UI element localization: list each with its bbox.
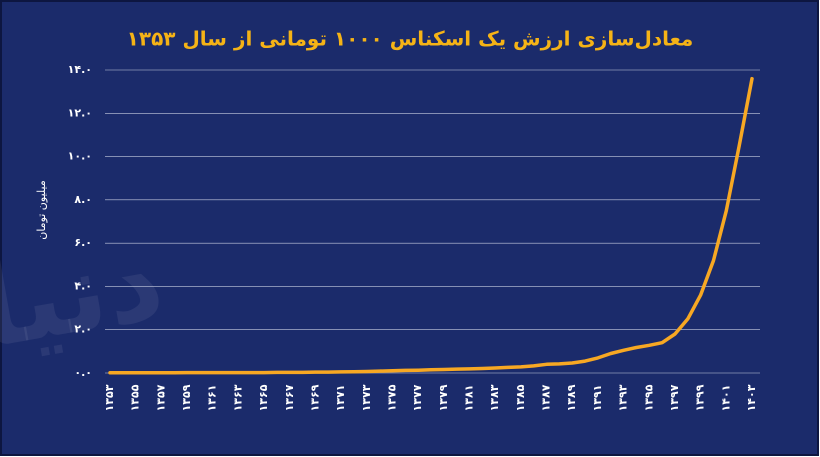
x-tick-label: ۱۳۶۷	[283, 384, 296, 411]
x-tick-label: ۱۳۸۳	[488, 384, 501, 411]
x-tick-label: ۱۳۸۷	[540, 384, 553, 411]
x-tick-label: ۱۳۷۷	[411, 384, 424, 411]
x-tick-label: ۱۳۷۱	[334, 385, 347, 412]
x-tick-label: ۱۳۷۳	[360, 384, 373, 411]
x-tick-label: ۱۳۶۳	[231, 384, 244, 411]
x-tick-label: ۱۳۵۵	[129, 384, 142, 411]
y-axis-label: میلیون تومان	[35, 180, 48, 240]
y-tick-label: ۸.۰	[74, 193, 92, 206]
x-tick-label: ۱۳۶۱	[206, 385, 219, 412]
x-tick-label: ۱۳۸۹	[565, 384, 578, 411]
x-tick-label: ۱۳۸۱	[463, 385, 476, 412]
x-tick-label: ۱۳۶۵	[257, 384, 270, 411]
x-tick-label: ۱۳۵۹	[180, 384, 193, 411]
x-tick-label: ۱۳۹۷	[668, 384, 681, 411]
y-tick-label: ۱۴.۰	[68, 63, 92, 76]
chart-title: معادل‌سازی ارزش یک اسکناس ۱۰۰۰ تومانی از…	[127, 27, 694, 51]
x-tick-label: ۱۴۰۱	[719, 385, 732, 412]
y-tick-label: ۱۰.۰	[68, 150, 92, 163]
x-tick-label: ۱۳۵۳	[103, 384, 116, 411]
x-tick-label: ۱۳۹۱	[591, 385, 604, 412]
x-tick-label: ۱۴۰۳	[745, 384, 758, 411]
y-tick-label: ۲.۰	[74, 323, 92, 336]
y-tick-label: ۴.۰	[74, 279, 92, 292]
y-tick-label: ۰.۰	[74, 366, 92, 379]
x-tick-label: ۱۳۷۵	[385, 384, 398, 411]
x-tick-label: ۱۳۹۹	[694, 384, 707, 411]
x-tick-label: ۱۳۸۵	[514, 384, 527, 411]
x-tick-label: ۱۳۵۷	[154, 384, 167, 411]
x-tick-label: ۱۳۹۳	[617, 384, 630, 411]
y-tick-label: ۶.۰	[74, 236, 92, 249]
x-tick-label: ۱۳۶۹	[308, 384, 321, 411]
x-tick-label: ۱۳۹۵	[642, 384, 655, 411]
y-tick-label: ۱۲.۰	[68, 106, 92, 119]
x-tick-label: ۱۳۷۹	[437, 384, 450, 411]
line	[108, 76, 754, 375]
